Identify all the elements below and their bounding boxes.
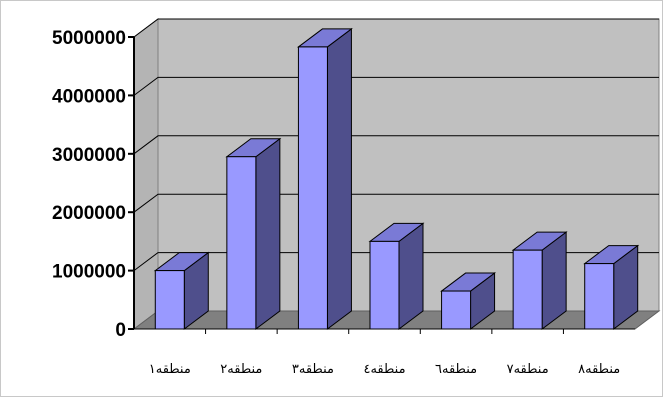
gridline	[133, 135, 659, 155]
y-tick-label: 5000000	[52, 28, 126, 49]
y-tick-label: 2000000	[52, 203, 126, 224]
bar	[154, 270, 185, 330]
gridline	[133, 193, 659, 213]
x-tick-label: منطقه۱	[149, 362, 191, 377]
x-tick-label: منطقه٦	[435, 362, 477, 377]
bar-side	[326, 27, 352, 330]
x-tick-label: منطقه۳	[292, 362, 334, 377]
bar-side	[255, 137, 281, 330]
side-wall	[133, 18, 159, 330]
bar	[226, 156, 257, 330]
bar	[369, 240, 400, 330]
bar	[512, 249, 543, 330]
x-tick-label: منطقه٤	[363, 362, 405, 377]
y-tick-label: 1000000	[52, 262, 126, 283]
y-tick-label: 4000000	[52, 86, 126, 107]
bar	[441, 290, 472, 330]
y-tick-label: 3000000	[52, 145, 126, 166]
x-tick-label: منطقه۸	[578, 362, 620, 377]
gridline	[133, 18, 659, 38]
y-tick-label: 0	[115, 320, 126, 341]
bar	[297, 46, 328, 330]
gridline	[133, 76, 659, 96]
gridline	[133, 252, 659, 272]
bar	[584, 263, 615, 330]
x-tick-label: منطقه۷	[507, 362, 549, 377]
x-tick-label: منطقه۲	[220, 362, 262, 377]
